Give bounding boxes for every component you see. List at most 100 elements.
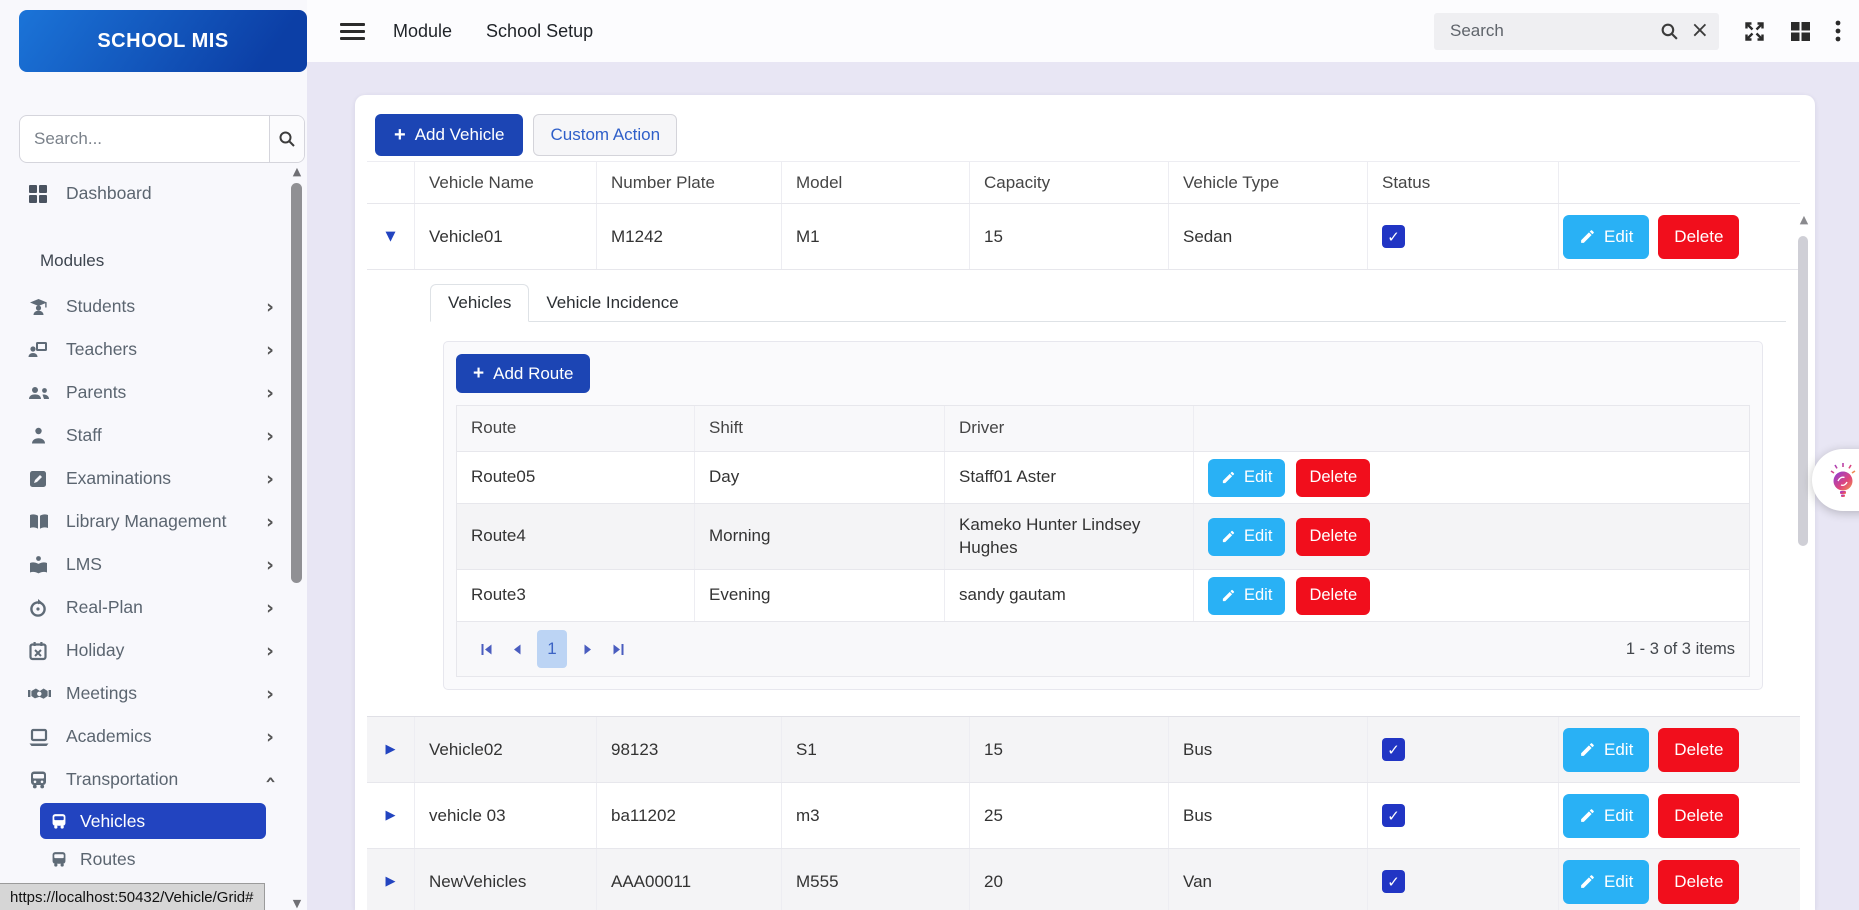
topbar-search-input[interactable]: [1450, 21, 1660, 41]
routes-table: Route Shift Driver Route05 Day Staff01 A…: [456, 405, 1750, 622]
previous-page-button[interactable]: [501, 632, 531, 666]
sidebar-item-realplan[interactable]: Real-Plan ›: [0, 586, 288, 629]
dashboard-icon: [28, 183, 52, 205]
sidebar-item-teachers[interactable]: Teachers ›: [0, 328, 288, 371]
sidebar-item-lms[interactable]: LMS ›: [0, 543, 288, 586]
scrollbar-thumb[interactable]: [291, 183, 302, 583]
delete-button[interactable]: Delete: [1658, 214, 1740, 259]
menu-item-module[interactable]: Module: [393, 20, 453, 41]
cell-vehicle-type: Bus: [1168, 783, 1367, 848]
sidebar: SCHOOL MIS Dashboard Modules Students › …: [0, 0, 307, 910]
chevron-right-icon: ›: [266, 467, 274, 490]
col-model: Model: [781, 162, 969, 203]
expand-row-icon[interactable]: ▶: [385, 742, 396, 757]
sidebar-item-library[interactable]: Library Management ›: [0, 500, 288, 543]
sidebar-item-academics[interactable]: Academics ›: [0, 715, 288, 758]
delete-button[interactable]: Delete: [1658, 727, 1740, 772]
cell-model: M555: [781, 849, 969, 910]
sidebar-scrollbar[interactable]: ▲ ▼: [288, 165, 306, 910]
chevron-right-icon: ›: [266, 725, 274, 748]
status-checkbox[interactable]: [1382, 804, 1405, 827]
top-menu: Module School Setup: [393, 21, 593, 42]
hamburger-menu-icon[interactable]: [340, 19, 365, 44]
cell-vehicle-type: Van: [1168, 849, 1367, 910]
sidebar-item-meetings[interactable]: Meetings ›: [0, 672, 288, 715]
last-page-button[interactable]: [603, 632, 633, 666]
sidebar-item-vehicles[interactable]: Vehicles: [40, 803, 266, 839]
tab-vehicle-incidence[interactable]: Vehicle Incidence: [546, 293, 679, 312]
collapse-row-icon[interactable]: ▼: [385, 229, 396, 244]
fullscreen-icon[interactable]: [1743, 20, 1766, 43]
pencil-icon: [1581, 875, 1594, 888]
sidebar-item-dashboard[interactable]: Dashboard: [0, 172, 288, 215]
edit-button[interactable]: Edit: [1563, 859, 1650, 904]
sidebar-item-examinations[interactable]: Examinations ›: [0, 457, 288, 500]
grid-view-icon[interactable]: [1790, 21, 1811, 42]
sidebar-item-routes[interactable]: Routes: [40, 841, 266, 877]
chevron-right-icon: ›: [266, 424, 274, 447]
add-route-button[interactable]: + Add Route: [456, 354, 591, 393]
sidebar-search-button[interactable]: [269, 116, 304, 162]
edit-button[interactable]: Edit: [1563, 727, 1650, 772]
col-vehicle-name: Vehicle Name: [414, 162, 596, 203]
custom-action-button[interactable]: Custom Action: [533, 114, 678, 156]
first-page-button[interactable]: [471, 632, 501, 666]
col-status: Status: [1367, 162, 1558, 203]
status-checkbox[interactable]: [1382, 870, 1405, 893]
add-vehicle-button[interactable]: + Add Vehicle: [375, 114, 524, 156]
edit-button[interactable]: Edit: [1563, 793, 1650, 838]
cell-number-plate: M1242: [596, 204, 781, 269]
vehicles-table: Vehicle Name Number Plate Model Capacity…: [367, 161, 1800, 910]
plus-icon: +: [394, 123, 406, 146]
delete-button[interactable]: Delete: [1296, 458, 1371, 497]
edit-button[interactable]: Edit: [1563, 214, 1650, 259]
cell-model: M1: [781, 204, 969, 269]
col-capacity: Capacity: [969, 162, 1168, 203]
delete-button[interactable]: Delete: [1296, 517, 1371, 556]
sidebar-item-students[interactable]: Students ›: [0, 285, 288, 328]
cell-capacity: 25: [969, 783, 1168, 848]
table-scrollbar[interactable]: ▲: [1798, 213, 1810, 546]
menu-item-school-setup[interactable]: School Setup: [486, 20, 594, 41]
scroll-up-icon[interactable]: ▲: [1799, 213, 1809, 226]
table-row: ▶ Vehicle02 98123 S1 15 Bus Edit Delete: [367, 717, 1800, 783]
routes-header-row: Route Shift Driver: [457, 406, 1749, 452]
sidebar-item-holiday[interactable]: Holiday ›: [0, 629, 288, 672]
parents-icon: [28, 382, 52, 404]
sidebar-item-transportation[interactable]: Transportation ›: [0, 758, 288, 801]
page-number[interactable]: 1: [537, 630, 567, 668]
examinations-icon: [28, 468, 52, 490]
expand-row-icon[interactable]: ▶: [385, 874, 396, 889]
col-actions: [1558, 162, 1800, 203]
edit-button[interactable]: Edit: [1208, 517, 1286, 556]
edit-button[interactable]: Edit: [1208, 458, 1286, 497]
pencil-icon: [1581, 230, 1594, 243]
search-icon[interactable]: [1660, 22, 1679, 41]
modules-section-label: Modules: [40, 251, 105, 270]
scroll-down-icon[interactable]: ▼: [292, 897, 302, 910]
status-checkbox[interactable]: [1382, 225, 1405, 248]
cell-driver: Kameko Hunter Lindsey Hughes: [944, 504, 1193, 569]
next-page-button[interactable]: [573, 632, 603, 666]
pencil-icon: [1581, 743, 1594, 756]
delete-button[interactable]: Delete: [1658, 793, 1740, 838]
status-checkbox[interactable]: [1382, 738, 1405, 761]
delete-button[interactable]: Delete: [1658, 859, 1740, 904]
vehicles-grid-card: + Add Vehicle Custom Action Vehicle Name…: [355, 95, 1815, 910]
edit-button[interactable]: Edit: [1208, 576, 1286, 615]
topbar-search: ×: [1434, 12, 1719, 50]
tab-vehicles[interactable]: Vehicles: [430, 284, 530, 322]
realplan-icon: [28, 597, 52, 619]
extension-floating-button[interactable]: [1812, 449, 1859, 511]
kebab-menu-icon[interactable]: [1835, 20, 1841, 42]
delete-button[interactable]: Delete: [1296, 576, 1371, 615]
expand-row-icon[interactable]: ▶: [385, 808, 396, 823]
sidebar-search-input[interactable]: [20, 116, 269, 162]
chevron-right-icon: ›: [266, 338, 274, 361]
sidebar-item-parents[interactable]: Parents ›: [0, 371, 288, 414]
scroll-up-icon[interactable]: ▲: [292, 165, 302, 178]
col-actions: [1193, 406, 1749, 451]
clear-search-icon[interactable]: ×: [1690, 18, 1709, 43]
sidebar-item-staff[interactable]: Staff ›: [0, 414, 288, 457]
scrollbar-thumb[interactable]: [1798, 236, 1808, 546]
